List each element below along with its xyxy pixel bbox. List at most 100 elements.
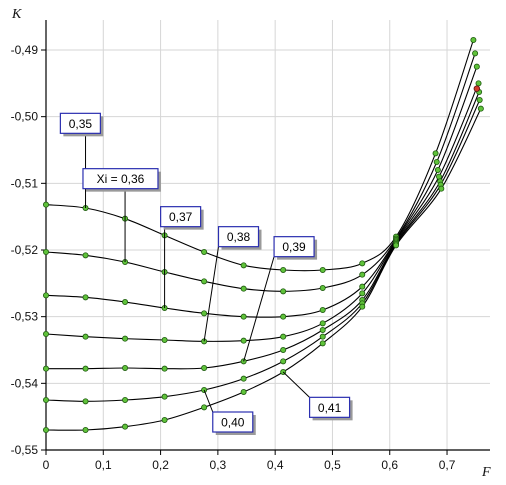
x-tick-label: 0,7 (439, 458, 456, 472)
x-tick-label: 0,4 (267, 458, 284, 472)
data-point (470, 37, 477, 44)
data-point (240, 313, 247, 320)
series-label-box (308, 396, 351, 418)
label-leader-line (203, 389, 214, 413)
highlighted-data-point (473, 85, 481, 92)
data-point (201, 404, 208, 411)
data-point (240, 285, 247, 292)
label-leader-line (282, 371, 310, 398)
data-point (476, 97, 483, 104)
label-leader-line (203, 246, 219, 342)
data-point (201, 310, 208, 317)
data-point (122, 423, 129, 430)
series-markers (43, 37, 484, 433)
data-point (43, 292, 50, 299)
data-point (43, 248, 50, 255)
y-tick-label: -0,51 (11, 176, 39, 190)
data-point (82, 426, 89, 433)
data-point (82, 398, 89, 405)
data-point (359, 283, 366, 290)
data-point (122, 298, 129, 305)
y-tick-label: -0,50 (11, 110, 39, 124)
data-point (43, 396, 50, 403)
series-label: 0,41 (318, 401, 342, 415)
series-label-box (59, 112, 101, 134)
data-point (280, 288, 287, 295)
data-point (240, 337, 247, 344)
data-point (475, 80, 482, 87)
series-label-box (212, 411, 254, 433)
series-label: 0,37 (169, 210, 193, 224)
data-point (433, 158, 440, 165)
data-point (359, 290, 366, 297)
data-point (240, 262, 247, 269)
data-point (122, 396, 129, 403)
data-point (43, 365, 50, 372)
series-labels: 0,35 Xi = 0,36 0,37 0,38 0,39 0,40 0,41 (59, 112, 353, 435)
series-label: 0,39 (282, 240, 306, 254)
data-point (359, 303, 366, 310)
data-point (280, 333, 287, 340)
series-label-box (160, 206, 202, 228)
data-point (82, 294, 89, 301)
data-point (319, 266, 326, 273)
x-tick-label: 0 (43, 458, 50, 472)
data-point (161, 416, 168, 423)
data-point (43, 330, 50, 337)
data-point (122, 364, 129, 371)
data-point (393, 242, 400, 249)
series-line (45, 91, 480, 370)
y-tick-label: -0,49 (11, 43, 39, 57)
data-point (240, 388, 247, 395)
data-point (432, 150, 439, 157)
data-point (82, 333, 89, 340)
x-tick-label: 0,1 (95, 458, 112, 472)
label-leader-line (243, 256, 275, 362)
axes: 0 0,1 0,2 0,3 0,4 0,5 0,6 0,7 -0,49 -0,50 -0,51 -0,… (11, 20, 490, 472)
data-point (280, 358, 287, 365)
series-label: 0,38 (227, 230, 251, 244)
x-axis-title: F (481, 465, 491, 480)
x-tick-label: 0,5 (324, 458, 341, 472)
data-point (280, 313, 287, 320)
data-point (280, 346, 287, 353)
series-label: 0,40 (221, 416, 245, 430)
series-label-box (217, 226, 260, 248)
data-point (161, 336, 168, 343)
data-point (240, 375, 247, 382)
series-line (45, 66, 478, 318)
data-point (319, 320, 326, 327)
data-point (472, 50, 479, 57)
data-point (473, 63, 480, 70)
series-label: 0,35 (69, 117, 93, 131)
grid (45, 20, 490, 451)
data-point (359, 260, 366, 267)
data-point (201, 278, 208, 285)
data-point (201, 248, 208, 255)
y-tick-label: -0,54 (11, 376, 39, 390)
data-point (201, 364, 208, 371)
series-label-box (82, 168, 159, 190)
data-point (438, 185, 445, 192)
data-point (161, 365, 168, 372)
data-point (359, 271, 366, 278)
data-point (319, 284, 326, 291)
data-point (319, 340, 326, 347)
series-label-box (273, 236, 315, 258)
data-point (82, 365, 89, 372)
data-point (434, 166, 441, 173)
data-point (280, 266, 287, 273)
data-point (319, 326, 326, 333)
data-point (161, 393, 168, 400)
data-point (477, 105, 484, 112)
y-axis-title: K (11, 7, 22, 22)
data-point (201, 386, 208, 393)
data-point (43, 426, 50, 433)
x-tick-label: 0,6 (381, 458, 398, 472)
y-tick-label: -0,52 (11, 243, 39, 257)
series-line (45, 108, 482, 431)
y-tick-label: -0,55 (11, 443, 39, 457)
data-point (319, 306, 326, 313)
